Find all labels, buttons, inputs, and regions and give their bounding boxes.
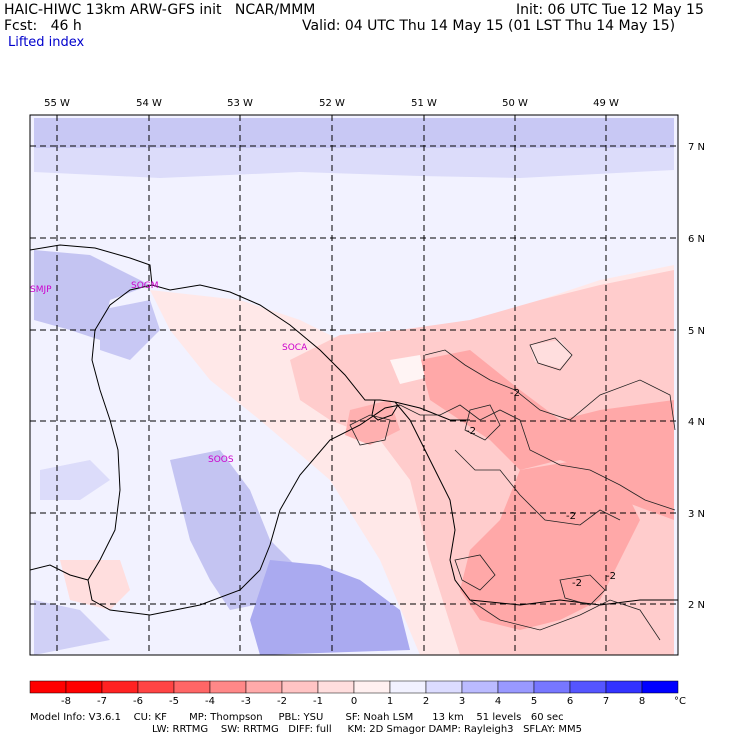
lat-label: 7 N [688,142,705,153]
station-label: SOGM [131,281,159,291]
title-text: HAIC-HIWC 13km ARW-GFS init NCAR/MMM [4,2,316,18]
colorbar-tick-label: -5 [169,696,179,707]
lat-label: 2 N [688,600,705,611]
lat-lon-grid [30,115,678,655]
colorbar-tick-label: -7 [97,696,107,707]
colorbar-swatch [245,680,283,694]
lat-label: 6 N [688,234,705,245]
colorbar-swatch [461,680,499,694]
station-label: SOCA [282,343,308,353]
lon-label: 52 W [319,98,345,109]
lat-label: 4 N [688,417,705,428]
contour-label: -2 [606,571,616,582]
lon-label: 53 W [227,98,253,109]
colorbar-swatch [137,680,175,694]
colorbar-swatch [425,680,463,694]
colorbar-tick-label: 5 [531,696,537,707]
colorbar-swatch [317,680,355,694]
forecast-hour: Fcst: 46 h [4,18,82,34]
colorbar-tick-label: -1 [313,696,323,707]
colorbar-tick-label: 3 [459,696,465,707]
colorbar-swatch [281,680,319,694]
colorbar-tick-label: -2 [277,696,287,707]
colorbar-tick-label: 0 [351,696,357,707]
lon-label: 51 W [411,98,437,109]
contour-label: -2 [510,388,520,399]
colorbar-swatch [569,680,607,694]
colorbar-unit: °C [674,696,686,707]
contour-label: -2 [566,511,576,522]
model-info-line1: Model Info: V3.6.1 CU: KF MP: Thompson P… [30,712,564,723]
lifted-index-field [30,115,678,655]
map-frame [29,114,679,656]
colorbar-tick-label: 8 [639,696,645,707]
colorbar-tick-label: -6 [133,696,143,707]
contour-label: -2 [466,426,476,437]
lon-label: 54 W [136,98,162,109]
lat-label: 5 N [688,326,705,337]
lon-label: 55 W [44,98,70,109]
colorbar-swatch [497,680,535,694]
valid-time: Valid: 04 UTC Thu 14 May 15 (01 LST Thu … [302,18,676,34]
colorbar-swatch [209,680,247,694]
colorbar-swatch [641,680,679,694]
colorbar-tick-label: -8 [61,696,71,707]
colorbar-swatch [389,680,427,694]
colorbar-tick-label: 1 [387,696,393,707]
colorbar-tick-label: 4 [495,696,501,707]
colorbar-swatch [101,680,139,694]
colorbar-swatch [353,680,391,694]
coastlines-borders [30,244,678,616]
colorbar-swatch [533,680,571,694]
colorbar-tick-label: -4 [205,696,215,707]
colorbar-swatch [29,680,67,694]
contour-label: -2 [572,578,582,589]
colorbar-tick-label: -3 [241,696,251,707]
colorbar-tick-label: 2 [423,696,429,707]
lon-label: 50 W [502,98,528,109]
field-name: Lifted index [8,35,85,50]
lon-label: 49 W [593,98,619,109]
lat-label: 3 N [688,509,705,520]
station-label: SMJP [30,285,52,295]
station-label: SOOS [208,455,234,465]
colorbar-tick-label: 7 [603,696,609,707]
colorbar-swatch [605,680,643,694]
contour-lines [349,337,676,641]
init-time: Init: 06 UTC Tue 12 May 15 [516,2,704,18]
colorbar-swatch [173,680,211,694]
colorbar-swatch [65,680,103,694]
model-info-line2: LW: RRTMG SW: RRTMG DIFF: full KM: 2D Sm… [152,724,582,735]
colorbar-tick-label: 6 [567,696,573,707]
colorbar: -8 -7 -6 -5 -4 -3 -2 -1 0 1 2 3 4 5 6 7 8 °C [29,680,686,707]
